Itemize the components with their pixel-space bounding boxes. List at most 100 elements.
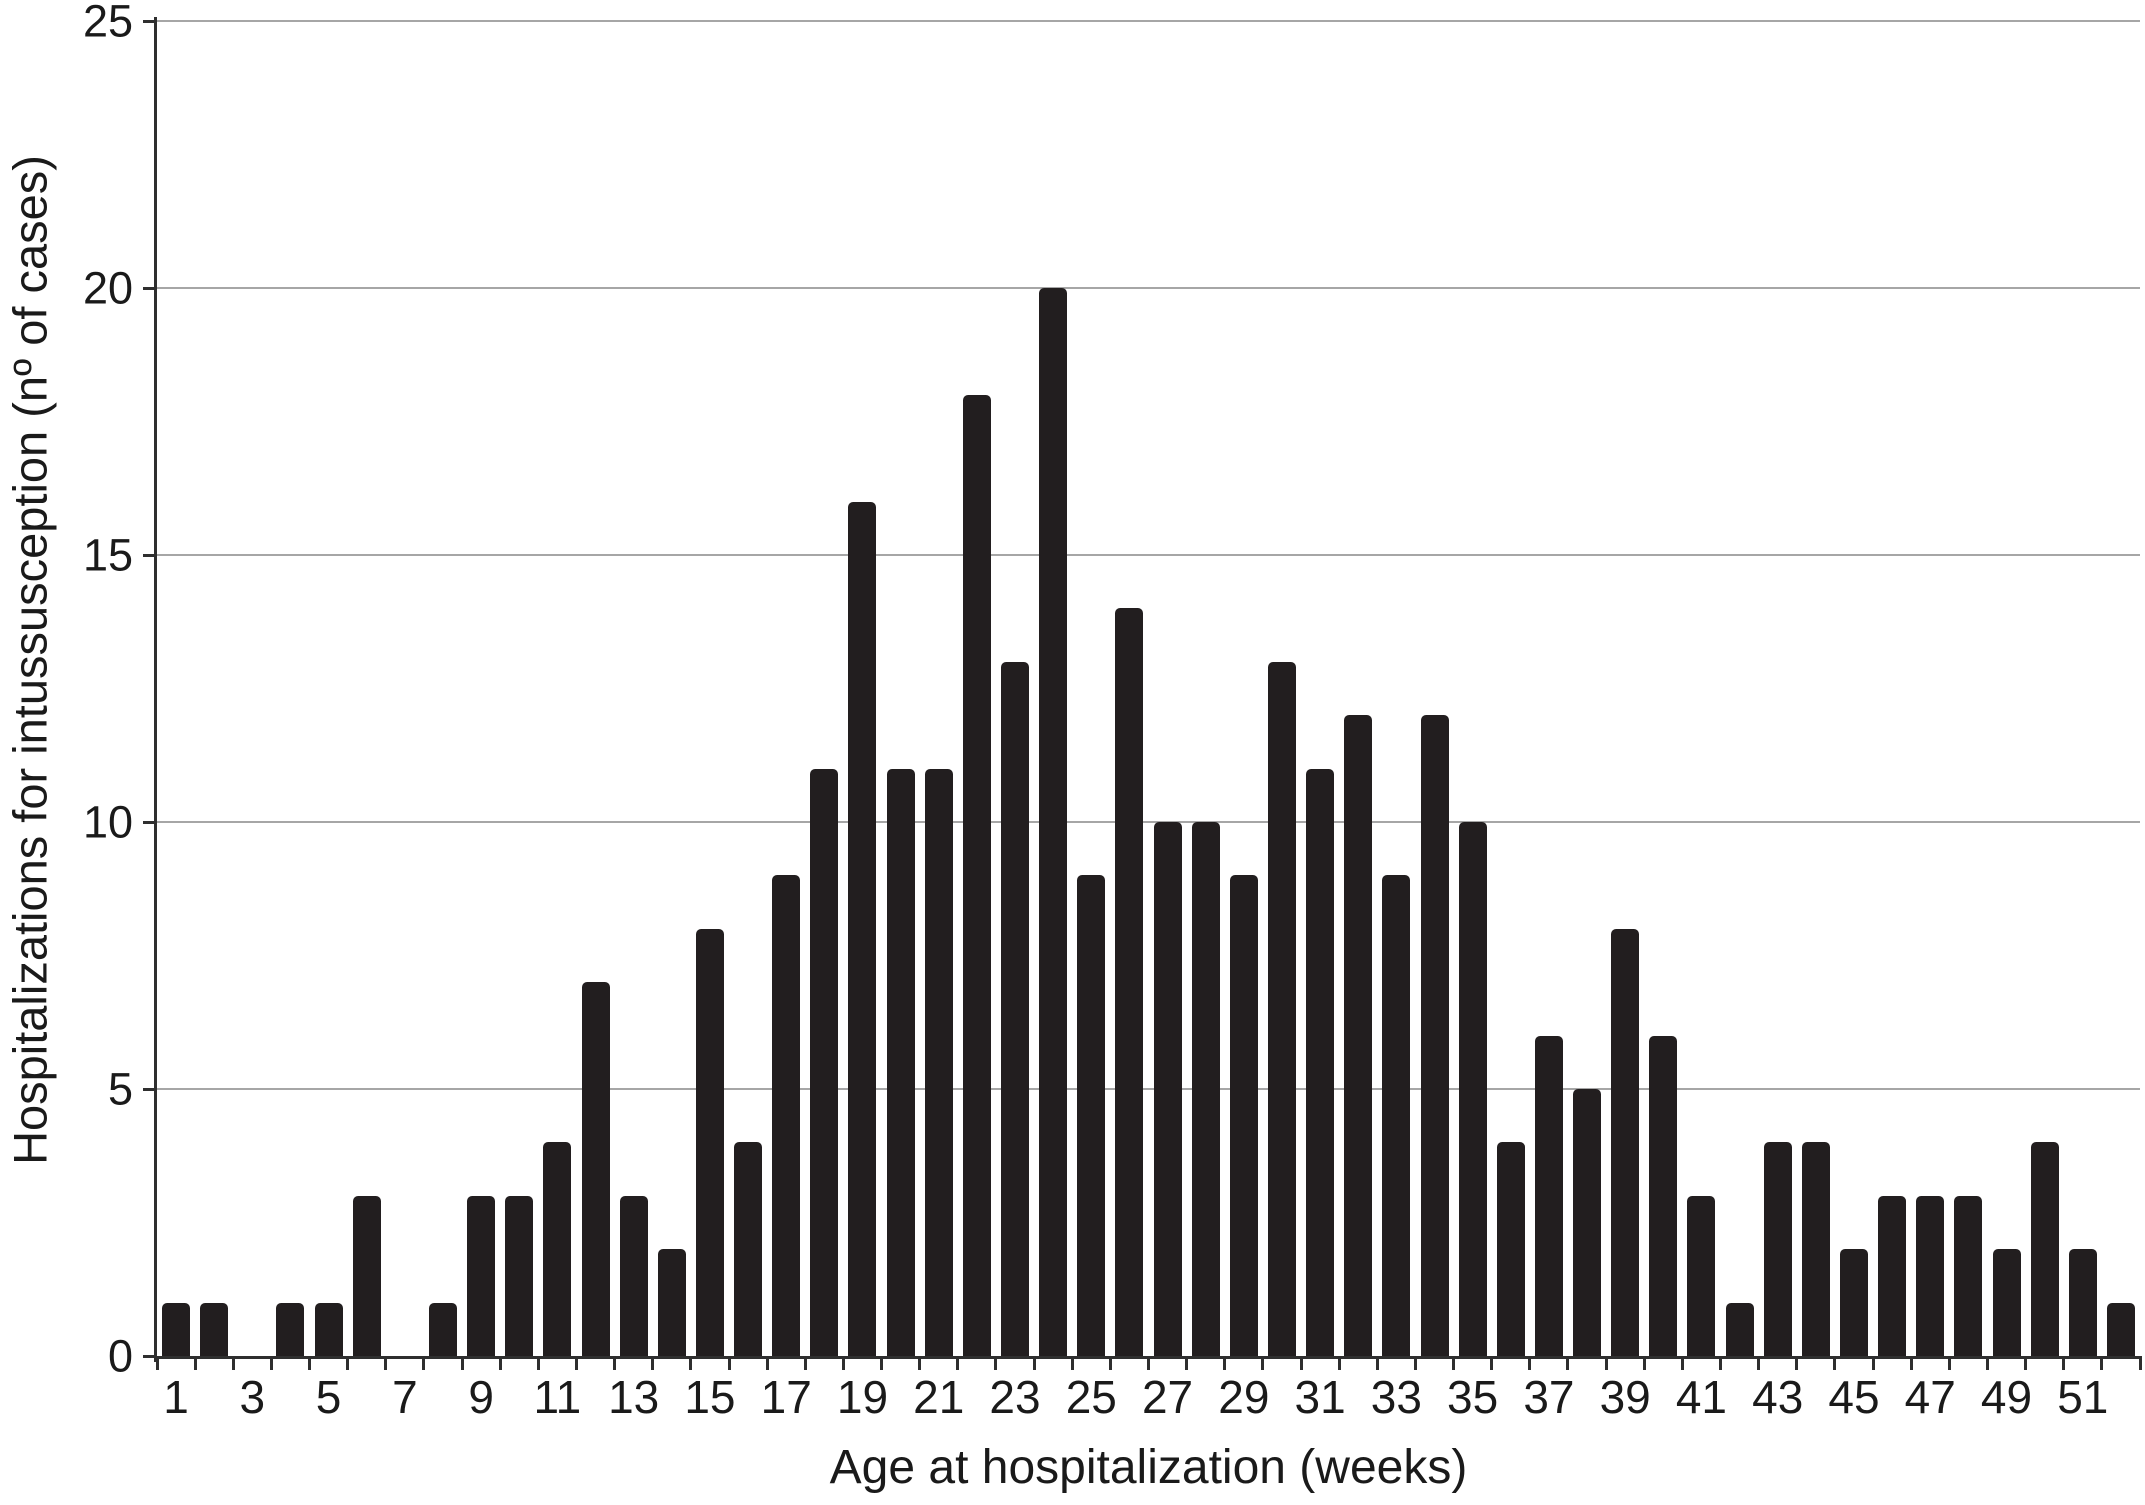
bar-week-51 bbox=[2068, 1249, 2097, 1356]
bar-week-5 bbox=[314, 1302, 343, 1356]
x-tick-4 bbox=[308, 1356, 312, 1370]
bar-week-52 bbox=[2106, 1302, 2135, 1356]
bar-week-21 bbox=[924, 768, 953, 1356]
x-tick-label-21: 21 bbox=[913, 1371, 965, 1423]
x-tick-44 bbox=[1833, 1356, 1837, 1370]
bar-week-11 bbox=[543, 1142, 572, 1356]
y-tick-label-20: 20 bbox=[82, 262, 133, 314]
y-tick-label-5: 5 bbox=[107, 1063, 133, 1115]
bar-week-18 bbox=[810, 768, 839, 1356]
x-tick-label-25: 25 bbox=[1065, 1371, 1117, 1423]
bar-week-28 bbox=[1191, 822, 1220, 1356]
bar-week-27 bbox=[1153, 822, 1182, 1356]
x-tick-30 bbox=[1299, 1356, 1303, 1370]
x-tick-label-9: 9 bbox=[468, 1371, 494, 1423]
x-tick-6 bbox=[384, 1356, 388, 1370]
plot-area bbox=[157, 20, 2140, 1356]
x-tick-46 bbox=[1909, 1356, 1913, 1370]
x-tick-label-1: 1 bbox=[163, 1371, 189, 1423]
y-tick-label-0: 0 bbox=[107, 1330, 133, 1382]
x-tick-label-39: 39 bbox=[1599, 1371, 1651, 1423]
y-tick-20 bbox=[143, 286, 157, 290]
y-tick-label-10: 10 bbox=[82, 796, 133, 848]
bar-week-29 bbox=[1229, 875, 1258, 1356]
x-tick-2 bbox=[231, 1356, 235, 1370]
x-tick-label-37: 37 bbox=[1523, 1371, 1575, 1423]
x-tick-32 bbox=[1375, 1356, 1379, 1370]
x-tick-40 bbox=[1680, 1356, 1684, 1370]
x-tick-16 bbox=[765, 1356, 769, 1370]
bar-week-41 bbox=[1687, 1195, 1716, 1356]
bar-week-37 bbox=[1534, 1035, 1563, 1356]
bar-week-10 bbox=[505, 1195, 534, 1356]
x-tick-label-35: 35 bbox=[1447, 1371, 1499, 1423]
bar-week-12 bbox=[581, 982, 610, 1356]
x-tick-18 bbox=[841, 1356, 845, 1370]
bar-week-19 bbox=[848, 501, 877, 1356]
x-tick-26 bbox=[1147, 1356, 1150, 1370]
bar-week-42 bbox=[1725, 1302, 1754, 1356]
bar-week-17 bbox=[772, 875, 801, 1356]
x-tick-label-27: 27 bbox=[1141, 1371, 1194, 1423]
bar-week-36 bbox=[1496, 1142, 1525, 1356]
x-tick-label-41: 41 bbox=[1675, 1371, 1728, 1423]
x-tick-label-17: 17 bbox=[760, 1371, 812, 1423]
y-gridline-5 bbox=[157, 1088, 2140, 1090]
bar-week-6 bbox=[352, 1195, 381, 1356]
bar-week-23 bbox=[1001, 661, 1030, 1356]
bar-week-46 bbox=[1878, 1195, 1907, 1356]
x-tick-label-29: 29 bbox=[1218, 1371, 1270, 1423]
bar-week-39 bbox=[1611, 928, 1640, 1356]
x-tick-45 bbox=[1871, 1356, 1875, 1370]
bar-week-4 bbox=[276, 1302, 305, 1356]
x-tick-10 bbox=[536, 1356, 540, 1370]
x-tick-27 bbox=[1185, 1356, 1189, 1370]
bar-week-22 bbox=[962, 394, 991, 1356]
bar-week-49 bbox=[1992, 1249, 2021, 1356]
x-tick-14 bbox=[689, 1356, 693, 1370]
x-tick-31 bbox=[1337, 1356, 1341, 1370]
bar-week-24 bbox=[1039, 288, 1068, 1356]
x-tick-8 bbox=[460, 1356, 464, 1370]
x-tick-label-23: 23 bbox=[989, 1371, 1041, 1423]
x-tick-label-51: 51 bbox=[2057, 1371, 2109, 1423]
x-tick-20 bbox=[918, 1356, 922, 1370]
x-tick-41 bbox=[1719, 1356, 1723, 1370]
x-tick-17 bbox=[803, 1356, 807, 1370]
x-tick-label-45: 45 bbox=[1828, 1371, 1880, 1423]
x-tick-13 bbox=[651, 1356, 655, 1370]
x-tick-11 bbox=[574, 1356, 578, 1370]
bar-week-40 bbox=[1649, 1035, 1678, 1356]
bar-week-43 bbox=[1763, 1142, 1792, 1356]
y-tick-10 bbox=[143, 820, 157, 824]
x-tick-19 bbox=[880, 1356, 884, 1370]
x-tick-label-47: 47 bbox=[1904, 1371, 1956, 1423]
x-tick-23 bbox=[1032, 1356, 1036, 1370]
x-tick-28 bbox=[1223, 1356, 1227, 1370]
x-tick-37 bbox=[1566, 1356, 1570, 1370]
x-tick-52 bbox=[2138, 1356, 2142, 1370]
x-tick-9 bbox=[498, 1356, 502, 1370]
x-tick-35 bbox=[1490, 1356, 1494, 1370]
y-tick-label-25: 25 bbox=[82, 0, 133, 47]
x-tick-29 bbox=[1261, 1356, 1265, 1370]
bar-week-34 bbox=[1420, 715, 1449, 1356]
x-tick-1 bbox=[193, 1356, 197, 1370]
y-gridline-25 bbox=[157, 20, 2140, 22]
x-tick-50 bbox=[2062, 1356, 2066, 1370]
x-tick-21 bbox=[956, 1356, 960, 1370]
bar-week-38 bbox=[1573, 1089, 1602, 1356]
x-tick-label-19: 19 bbox=[836, 1371, 889, 1423]
x-tick-label-5: 5 bbox=[315, 1371, 342, 1423]
y-tick-5 bbox=[143, 1087, 157, 1091]
x-tick-label-13: 13 bbox=[608, 1371, 660, 1423]
bar-week-26 bbox=[1115, 608, 1144, 1356]
bar-week-44 bbox=[1801, 1142, 1830, 1356]
x-tick-48 bbox=[1985, 1356, 1989, 1370]
bar-week-48 bbox=[1954, 1195, 1983, 1356]
y-gridline-15 bbox=[157, 554, 2140, 556]
x-tick-label-33: 33 bbox=[1370, 1371, 1422, 1423]
x-tick-43 bbox=[1795, 1356, 1799, 1370]
x-tick-label-43: 43 bbox=[1752, 1371, 1804, 1423]
